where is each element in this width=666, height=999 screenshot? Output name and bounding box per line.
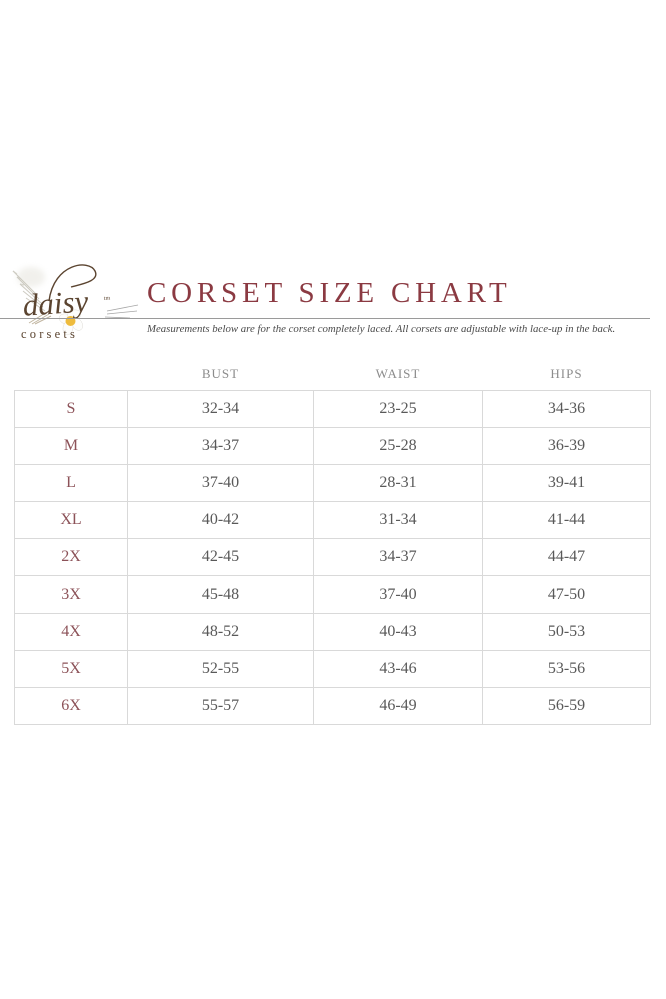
svg-text:daisy: daisy [22,283,90,322]
svg-text:tm: tm [104,296,111,302]
svg-text:corsets: corsets [21,327,78,341]
